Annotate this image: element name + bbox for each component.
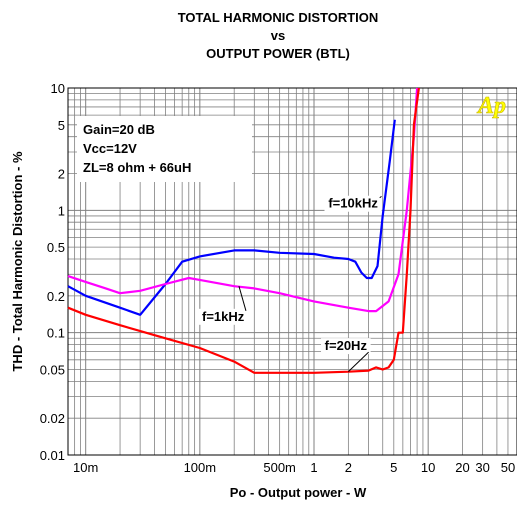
condition-line: Gain=20 dB	[83, 122, 155, 137]
x-axis-label: Po - Output power - W	[230, 485, 367, 500]
y-tick-label: 5	[58, 118, 65, 133]
chart-title-line-2: vs	[271, 28, 285, 43]
x-tick-label: 2	[345, 460, 352, 475]
y-tick-label: 0.02	[40, 411, 65, 426]
series-label-bg	[324, 195, 382, 212]
series-label-0: f=10kHz	[328, 196, 378, 211]
x-tick-label: 100m	[184, 460, 217, 475]
annotations: f=10kHz f=1kHz f=20Hz	[198, 195, 382, 373]
plot-frame	[67, 87, 517, 456]
series-line-0	[67, 119, 396, 316]
x-tick-label: 10	[421, 460, 435, 475]
series-label-leader	[238, 286, 247, 311]
condition-line: ZL=8 ohm + 66uH	[83, 160, 191, 175]
x-tick-label: 1	[310, 460, 317, 475]
y-tick-label: 0.05	[40, 362, 65, 377]
condition-line: Vcc=12V	[83, 141, 137, 156]
ap-logo: Ap	[476, 93, 507, 120]
y-tick-label: 1	[58, 203, 65, 218]
tick-labels: 10m 100m 500m 1 2 5 10 20 30 50 10 5 2 1 0.5 0.2 0.1 0.05…	[40, 81, 516, 475]
chart-title: TOTAL HARMONIC DISTORTION vs OUTPUT POWE…	[178, 10, 379, 61]
x-tick-label: 10m	[73, 460, 98, 475]
x-tick-label: 500m	[263, 460, 296, 475]
y-tick-label: 0.1	[47, 326, 65, 341]
series-label-bg	[321, 338, 371, 355]
series-line-1	[67, 87, 419, 313]
series-group	[67, 87, 420, 374]
y-tick-label: 0.2	[47, 289, 65, 304]
series-label-2: f=20Hz	[325, 338, 368, 353]
chart-title-line-1: TOTAL HARMONIC DISTORTION	[178, 10, 379, 25]
series-line-2	[67, 87, 420, 374]
x-tick-label: 30	[475, 460, 489, 475]
series-label-leader	[348, 351, 369, 373]
conditions-box: Gain=20 dB Vcc=12V ZL=8 ohm + 66uH	[77, 116, 252, 182]
chart-title-line-3: OUTPUT POWER (BTL)	[206, 46, 350, 61]
series-label-leader	[379, 195, 382, 199]
x-tick-label: 5	[390, 460, 397, 475]
y-tick-label: 2	[58, 167, 65, 182]
y-axis-label: THD - Total Harmonic Distortion - %	[10, 151, 25, 371]
series-label-bg	[198, 308, 248, 325]
y-tick-label: 0.01	[40, 448, 65, 463]
x-tick-label: 50	[501, 460, 515, 475]
x-tick-label: 20	[455, 460, 469, 475]
logo-text: Ap	[476, 93, 506, 119]
y-tick-label: 10	[51, 81, 65, 96]
y-tick-label: 0.5	[47, 240, 65, 255]
conditions-bg	[77, 116, 252, 182]
series-label-1: f=1kHz	[202, 309, 245, 324]
